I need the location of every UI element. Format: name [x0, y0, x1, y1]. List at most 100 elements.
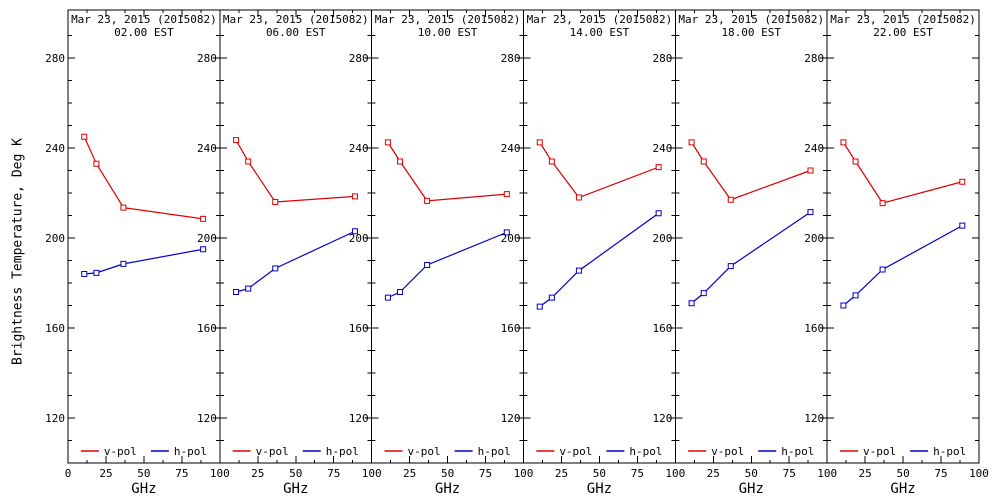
y-tick-label: 200 — [652, 232, 672, 245]
y-tick-label: 200 — [804, 232, 824, 245]
legend-label-h-pol: h-pol — [478, 445, 511, 458]
y-tick-label: 200 — [501, 232, 521, 245]
series-line-h-pol — [235, 230, 356, 293]
x-tick-label: 25 — [251, 467, 264, 480]
series-line-v-pol — [235, 139, 356, 203]
legend-label-h-pol: h-pol — [326, 445, 359, 458]
data-marker-h-pol — [575, 267, 582, 274]
data-marker-v-pol — [384, 139, 391, 146]
data-marker-h-pol — [351, 228, 358, 235]
data-marker-v-pol — [503, 191, 510, 198]
x-tick-label: 100 — [665, 467, 685, 480]
series-line-h-pol — [84, 248, 204, 275]
legend-label-h-pol: h-pol — [933, 445, 966, 458]
legend-label-h-pol: h-pol — [781, 445, 814, 458]
data-marker-h-pol — [536, 303, 543, 310]
x-tick-label: 25 — [859, 467, 872, 480]
data-marker-v-pol — [351, 193, 358, 200]
data-marker-h-pol — [120, 260, 127, 267]
data-marker-v-pol — [81, 133, 88, 140]
legend-label-v-pol: v-pol — [711, 445, 744, 458]
y-tick-label: 280 — [197, 52, 217, 65]
series-line-h-pol — [843, 225, 963, 306]
panel-title-time: 22.00 EST — [873, 26, 933, 39]
data-marker-h-pol — [200, 246, 207, 253]
data-marker-v-pol — [93, 160, 100, 167]
x-axis-title: GHz — [283, 481, 308, 497]
series-line-v-pol — [842, 142, 963, 204]
panel-title-date: Mar 23, 2015 (2015082) — [527, 13, 673, 26]
y-tick-label: 280 — [349, 52, 369, 65]
y-tick-label: 160 — [501, 322, 521, 335]
panel-0: 120 160 200 240 280 0 25 50 75 100 GHz Mar 23, 2015… — [45, 9, 230, 497]
data-marker-v-pol — [536, 139, 543, 146]
x-tick-label: 50 — [896, 467, 909, 480]
y-tick-label: 160 — [804, 322, 824, 335]
x-tick-label: 100 — [210, 467, 230, 480]
data-marker-v-pol — [397, 158, 404, 165]
data-marker-h-pol — [424, 262, 431, 268]
x-tick-label: 50 — [745, 467, 758, 480]
y-tick-label: 280 — [652, 52, 672, 65]
x-axis-title: GHz — [131, 481, 156, 497]
data-marker-v-pol — [424, 197, 431, 204]
data-marker-h-pol — [655, 210, 662, 217]
legend-label-v-pol: v-pol — [863, 445, 896, 458]
y-tick-label: 120 — [501, 412, 521, 425]
x-tick-label: 75 — [327, 467, 340, 480]
series-line-v-pol — [387, 142, 507, 202]
x-tick-label: 50 — [137, 467, 150, 480]
y-tick-label: 240 — [804, 142, 824, 155]
x-tick-label: 0 — [65, 467, 72, 480]
x-tick-label: 25 — [555, 467, 568, 480]
panel-title-time: 10.00 EST — [418, 26, 478, 39]
data-marker-h-pol — [233, 289, 240, 295]
series-line-h-pol — [539, 212, 659, 308]
data-marker-v-pol — [200, 215, 207, 222]
panel-title-date: Mar 23, 2015 (2015082) — [223, 13, 369, 26]
data-marker-v-pol — [233, 137, 240, 144]
panel-border — [826, 9, 980, 464]
data-marker-h-pol — [959, 222, 966, 229]
y-tick-label: 160 — [349, 322, 369, 335]
data-marker-v-pol — [879, 200, 886, 207]
x-tick-label: 100 — [969, 467, 989, 480]
y-tick-label: 120 — [197, 412, 217, 425]
x-tick-label: 75 — [934, 467, 947, 480]
data-marker-h-pol — [93, 269, 100, 276]
legend-label-h-pol: h-pol — [174, 445, 207, 458]
data-marker-v-pol — [272, 199, 279, 205]
x-tick-label: 75 — [175, 467, 188, 480]
data-marker-v-pol — [852, 158, 859, 165]
data-marker-h-pol — [245, 285, 252, 292]
y-tick-label: 240 — [45, 142, 65, 155]
x-tick-label: 100 — [817, 467, 837, 480]
x-axis-title: GHz — [435, 481, 460, 497]
data-marker-v-pol — [688, 139, 695, 146]
series-line-h-pol — [691, 211, 811, 304]
series-line-h-pol — [387, 231, 508, 299]
legend-label-v-pol: v-pol — [104, 445, 137, 458]
x-tick-label: 50 — [593, 467, 606, 480]
y-tick-label: 240 — [197, 142, 217, 155]
y-tick-label: 280 — [45, 52, 65, 65]
panel-5: 120 160 200 240 280 25 50 75 100 GHz Mar 23, 2015 … — [804, 9, 989, 497]
panel-title-time: 14.00 EST — [570, 26, 630, 39]
data-marker-v-pol — [807, 167, 814, 174]
data-marker-h-pol — [879, 266, 886, 273]
x-tick-label: 25 — [403, 467, 416, 480]
panel-title-time: 06.00 EST — [266, 26, 326, 39]
panel-1: 120 160 200 240 280 25 50 75 100 GHz Mar 23, 2015 … — [197, 9, 382, 497]
x-tick-label: 75 — [479, 467, 492, 480]
y-tick-label: 200 — [197, 232, 217, 245]
x-tick-label: 75 — [783, 467, 796, 480]
data-marker-v-pol — [840, 139, 847, 146]
y-tick-label: 120 — [652, 412, 672, 425]
y-tick-label: 160 — [652, 322, 672, 335]
data-marker-h-pol — [807, 209, 814, 216]
data-marker-v-pol — [655, 164, 662, 171]
data-marker-v-pol — [727, 196, 734, 203]
data-marker-v-pol — [575, 194, 582, 201]
